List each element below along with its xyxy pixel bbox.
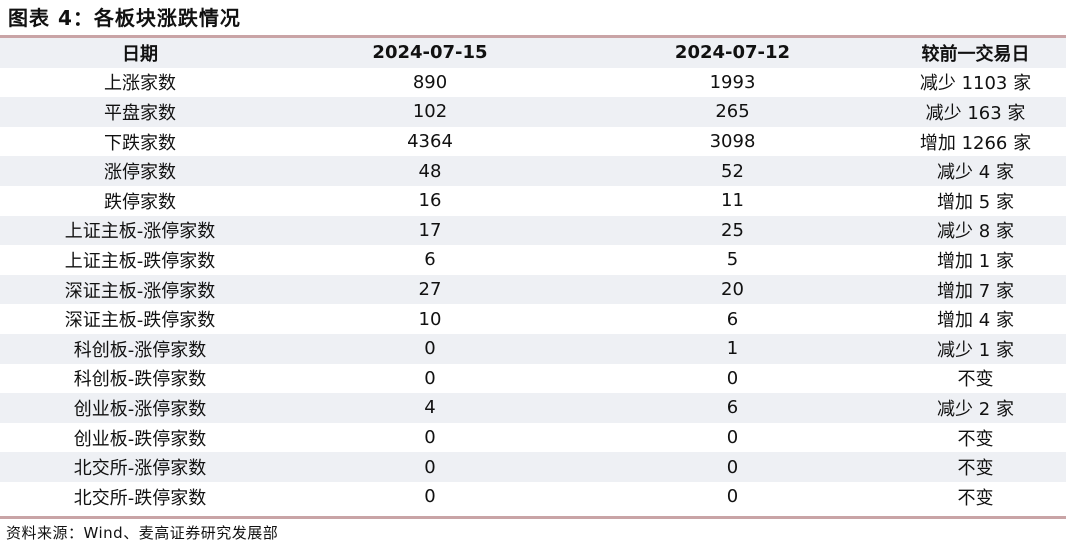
value-col-2: 6 bbox=[726, 397, 739, 419]
header-col-1: 2024-07-15 bbox=[372, 42, 488, 64]
value-col-1: 102 bbox=[412, 101, 448, 123]
table-row: 上证主板-跌停家数 6 5 增加 1 家 bbox=[0, 245, 1066, 275]
value-col-2: 1 bbox=[726, 338, 739, 360]
table-row: 科创板-跌停家数 0 0 不变 bbox=[0, 363, 1066, 394]
value-col-2: 5 bbox=[726, 249, 739, 271]
row-label: 创业板-涨停家数 bbox=[73, 398, 207, 420]
value-col-2: 0 bbox=[726, 486, 739, 508]
value-col-2: 6 bbox=[726, 308, 739, 330]
value-col-2: 3098 bbox=[709, 131, 756, 153]
value-col-1: 4 bbox=[424, 397, 436, 419]
change-cell: 增加 4 家 bbox=[937, 310, 1014, 332]
row-label: 上证主板-涨停家数 bbox=[64, 221, 216, 243]
change-cell: 不变 bbox=[957, 458, 994, 480]
row-label: 科创板-跌停家数 bbox=[73, 369, 207, 391]
table-row: 科创板-涨停家数 0 1 减少 1 家 bbox=[0, 333, 1066, 364]
value-col-2: 0 bbox=[726, 427, 739, 449]
change-cell: 增加 7 家 bbox=[937, 280, 1014, 302]
value-col-1: 16 bbox=[418, 190, 442, 212]
table-row: 北交所-涨停家数 0 0 不变 bbox=[0, 452, 1066, 482]
change-cell: 减少 8 家 bbox=[937, 221, 1014, 243]
table-row: 涨停家数 48 52 减少 4 家 bbox=[0, 156, 1066, 186]
value-col-1: 0 bbox=[424, 486, 436, 508]
table-row: 深证主板-跌停家数 10 6 增加 4 家 bbox=[0, 304, 1066, 334]
value-col-1: 0 bbox=[424, 456, 436, 478]
value-col-1: 0 bbox=[424, 338, 436, 360]
value-col-2: 52 bbox=[721, 160, 744, 182]
value-col-2: 0 bbox=[726, 456, 739, 478]
top-rule bbox=[0, 35, 1066, 38]
row-label: 平盘家数 bbox=[104, 102, 176, 124]
value-col-2: 11 bbox=[721, 190, 744, 212]
value-col-2: 0 bbox=[726, 367, 739, 389]
value-col-1: 4364 bbox=[407, 131, 453, 153]
change-cell: 不变 bbox=[957, 487, 994, 509]
value-col-2: 20 bbox=[721, 279, 744, 301]
table-row: 上涨家数 890 1993 减少 1103 家 bbox=[0, 67, 1066, 98]
value-col-2: 1993 bbox=[709, 71, 756, 93]
row-label: 上涨家数 bbox=[104, 73, 176, 95]
table-row: 深证主板-涨停家数 27 20 增加 7 家 bbox=[0, 274, 1066, 305]
change-cell: 减少 1103 家 bbox=[919, 73, 1032, 95]
header-date: 日期 bbox=[122, 43, 158, 65]
table-row: 跌停家数 16 11 增加 5 家 bbox=[0, 185, 1066, 216]
change-cell: 减少 2 家 bbox=[937, 398, 1014, 420]
row-label: 下跌家数 bbox=[104, 132, 176, 154]
value-col-1: 0 bbox=[424, 427, 436, 449]
value-col-1: 27 bbox=[418, 279, 442, 301]
bottom-rule bbox=[0, 516, 1066, 519]
table-row: 下跌家数 4364 3098 增加 1266 家 bbox=[0, 126, 1066, 157]
change-cell: 不变 bbox=[957, 369, 994, 391]
row-label: 北交所-跌停家数 bbox=[73, 487, 207, 509]
table-row: 上证主板-涨停家数 17 25 减少 8 家 bbox=[0, 215, 1066, 246]
table-row: 北交所-跌停家数 0 0 不变 bbox=[0, 481, 1066, 512]
change-cell: 增加 5 家 bbox=[937, 191, 1014, 213]
row-label: 深证主板-涨停家数 bbox=[64, 280, 216, 302]
data-table: 日期 2024-07-15 2024-07-12 较前一交易日 上涨家数 890 1… bbox=[0, 38, 1066, 512]
row-label: 科创板-涨停家数 bbox=[73, 339, 207, 361]
header-row: 日期 2024-07-15 2024-07-12 较前一交易日 bbox=[0, 38, 1066, 68]
header-change: 较前一交易日 bbox=[921, 43, 1030, 65]
row-label: 涨停家数 bbox=[104, 162, 176, 184]
table-row: 平盘家数 102 265 减少 163 家 bbox=[0, 97, 1066, 127]
change-cell: 增加 1 家 bbox=[937, 250, 1014, 272]
source-note: 资料来源：Wind、麦高证券研究发展部 bbox=[6, 524, 279, 542]
value-col-1: 10 bbox=[418, 308, 442, 330]
header-col-2: 2024-07-12 bbox=[674, 42, 791, 64]
row-label: 上证主板-跌停家数 bbox=[64, 250, 216, 272]
value-col-1: 890 bbox=[412, 71, 448, 93]
change-cell: 增加 1266 家 bbox=[919, 132, 1032, 154]
row-label: 北交所-涨停家数 bbox=[73, 458, 207, 480]
value-col-1: 48 bbox=[418, 160, 442, 182]
row-label: 深证主板-跌停家数 bbox=[64, 310, 216, 332]
figure-title: 图表 4：各板块涨跌情况 bbox=[8, 6, 241, 30]
row-label: 创业板-跌停家数 bbox=[73, 428, 207, 450]
change-cell: 减少 4 家 bbox=[937, 162, 1014, 184]
value-col-1: 17 bbox=[418, 219, 442, 241]
change-cell: 减少 163 家 bbox=[925, 102, 1026, 124]
value-col-1: 0 bbox=[424, 367, 436, 389]
change-cell: 减少 1 家 bbox=[937, 339, 1014, 361]
row-label: 跌停家数 bbox=[104, 191, 176, 213]
value-col-2: 25 bbox=[721, 219, 744, 241]
value-col-1: 6 bbox=[424, 249, 436, 271]
table-row: 创业板-涨停家数 4 6 减少 2 家 bbox=[0, 393, 1066, 423]
table-row: 创业板-跌停家数 0 0 不变 bbox=[0, 422, 1066, 453]
value-col-2: 265 bbox=[715, 101, 750, 123]
change-cell: 不变 bbox=[957, 428, 994, 450]
